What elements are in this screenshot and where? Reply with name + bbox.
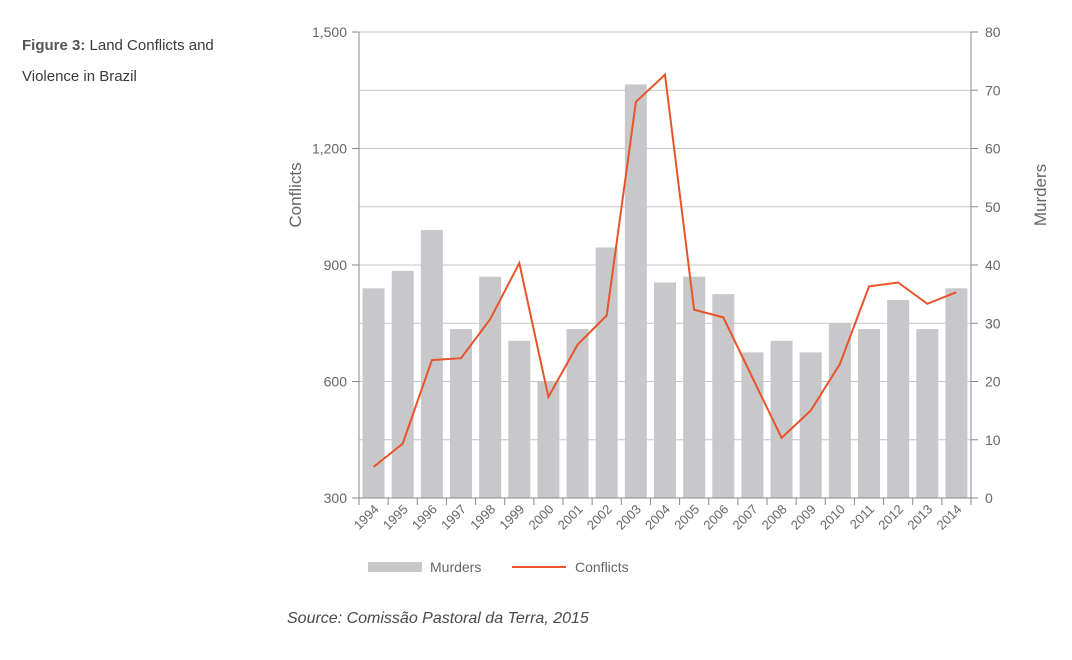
x-tick-label-2009: 2009 [788,502,819,533]
source-note: Source: Comissão Pastoral da Terra, 2015 [287,610,589,627]
left-tick-label: 600 [324,374,348,390]
murders-bars [362,84,968,499]
right-tick-label: 60 [985,141,1001,157]
x-tick-label-2003: 2003 [613,502,644,533]
x-tick-label-1998: 1998 [467,502,498,533]
x-tick-label-2007: 2007 [729,502,760,533]
x-tick-label-2002: 2002 [584,502,615,533]
legend-murders-label: Murders [430,559,481,575]
bar-murders-2004 [654,282,676,498]
x-tick-label-1995: 1995 [380,502,411,533]
bar-murders-2010 [828,323,851,498]
right-tick-label: 70 [985,82,1001,98]
x-tick-label-2005: 2005 [671,502,702,533]
figure-label: Figure 3: [22,37,86,54]
legend-conflicts-label: Conflicts [575,559,629,575]
right-tick-label: 40 [985,257,1001,273]
legend: Murders Conflicts [368,559,629,575]
x-tick-label-2010: 2010 [817,502,848,533]
bar-murders-1994 [362,288,385,498]
x-tick-label-2012: 2012 [875,502,906,533]
axes: 300 600 900 1,200 1,500 0 10 20 30 40 50 60 70 80 Conf… [286,24,1050,506]
bar-murders-2012 [887,299,910,498]
left-axis-title: Conflicts [286,162,305,227]
x-tick-label-2014: 2014 [933,502,964,533]
right-tick-label: 0 [985,490,993,506]
legend-murders-swatch [368,562,422,572]
x-tick-label-2001: 2001 [555,502,586,533]
bar-murders-2003 [624,84,647,499]
x-tick-label-2008: 2008 [759,502,790,533]
right-tick-label: 80 [985,24,1001,40]
x-tick-label-1994: 1994 [351,502,382,533]
x-tick-label-2006: 2006 [700,502,731,533]
x-tick-label-1999: 1999 [496,502,527,533]
bar-murders-2011 [858,329,880,498]
right-axis-title: Murders [1031,164,1050,226]
left-tick-label: 1,500 [312,24,347,40]
conflicts-line-series [372,72,957,468]
bar-murders-1995 [391,270,414,498]
bar-murders-2002 [595,247,618,498]
x-tick-label-1997: 1997 [438,502,469,533]
x-tick-label-2004: 2004 [642,502,673,533]
left-tick-label: 1,200 [312,141,347,157]
bar-murders-1998 [479,276,502,498]
x-tick-labels: 1994199519961997199819992000200120022003… [351,502,965,533]
left-tick-label: 900 [324,257,348,273]
x-tick-label-1996: 1996 [409,502,440,533]
bar-murders-2001 [566,329,589,498]
bar-murders-2005 [683,276,706,498]
bar-murders-2006 [712,294,735,498]
right-tick-label: 50 [985,199,1001,215]
right-tick-label: 20 [985,374,1001,390]
bar-murders-2013 [916,329,939,498]
bar-murders-1997 [450,329,472,498]
x-tick-label-2013: 2013 [904,502,935,533]
figure-caption: Figure 3: Land Conflicts and Violence in… [22,30,262,92]
bar-murders-2014 [945,288,968,498]
right-tick-label: 30 [985,315,1001,331]
bar-murders-2009 [799,352,822,498]
x-tick-label-2011: 2011 [847,502,877,532]
x-tick-label-2000: 2000 [525,502,556,533]
bar-murders-1999 [508,340,531,498]
bar-murders-2007 [741,352,764,498]
bar-murders-2008 [770,340,793,498]
figure-title: Land Conflicts and Violence in Brazil [22,37,214,85]
conflicts-line [372,72,957,468]
right-tick-label: 10 [985,432,1001,448]
left-tick-label: 300 [324,490,348,506]
bar-murders-1996 [420,230,443,499]
bar-murders-2000 [537,381,560,498]
